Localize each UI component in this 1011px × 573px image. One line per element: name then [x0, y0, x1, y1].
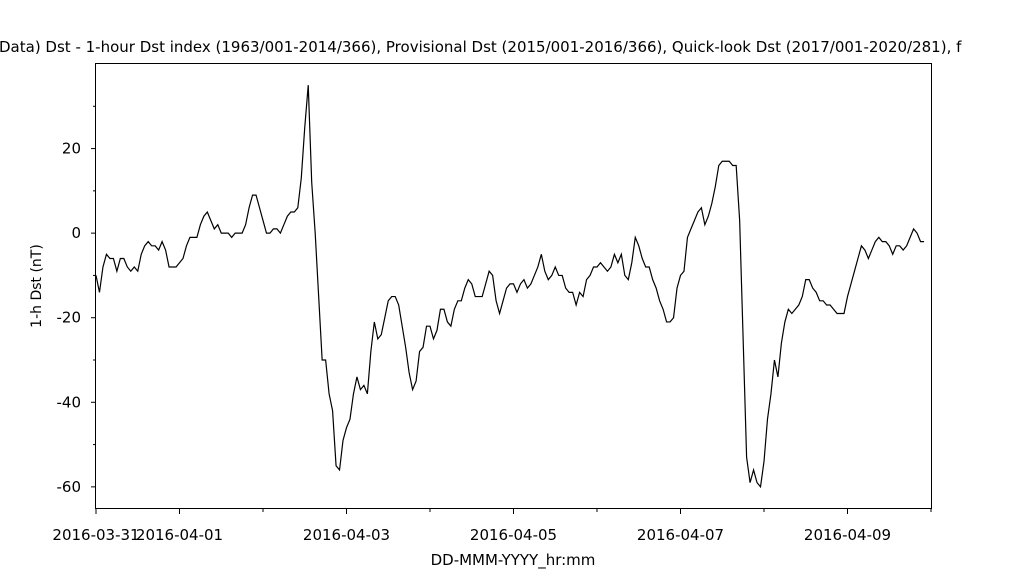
plot-frame	[95, 63, 932, 509]
x-tick-label: 2016-04-01	[136, 526, 223, 544]
x-tick-label: 2016-04-07	[637, 526, 724, 544]
y-axis: 20 0 -20 -40 -60	[57, 105, 96, 496]
plot-area	[95, 85, 925, 489]
x-tick-label: 2016-04-09	[804, 526, 891, 544]
x-axis-label: DD-MMM-YYYY_hr:mm	[431, 551, 596, 570]
y-tick-label: 20	[62, 140, 81, 158]
x-tick-label: 2016-04-05	[470, 526, 557, 544]
chart-title: Data) Dst - 1-hour Dst index (1963/001-2…	[0, 38, 962, 56]
y-tick-label: -60	[57, 478, 82, 496]
y-tick-label: -20	[57, 309, 82, 327]
y-axis-label: 1-h Dst (nT)	[29, 244, 45, 328]
x-tick-label: 2016-03-31	[52, 526, 139, 544]
y-tick-label: -40	[57, 393, 82, 411]
x-tick-label: 2016-04-03	[303, 526, 390, 544]
dst-series-line	[95, 85, 925, 489]
y-tick-label: 0	[71, 224, 81, 242]
